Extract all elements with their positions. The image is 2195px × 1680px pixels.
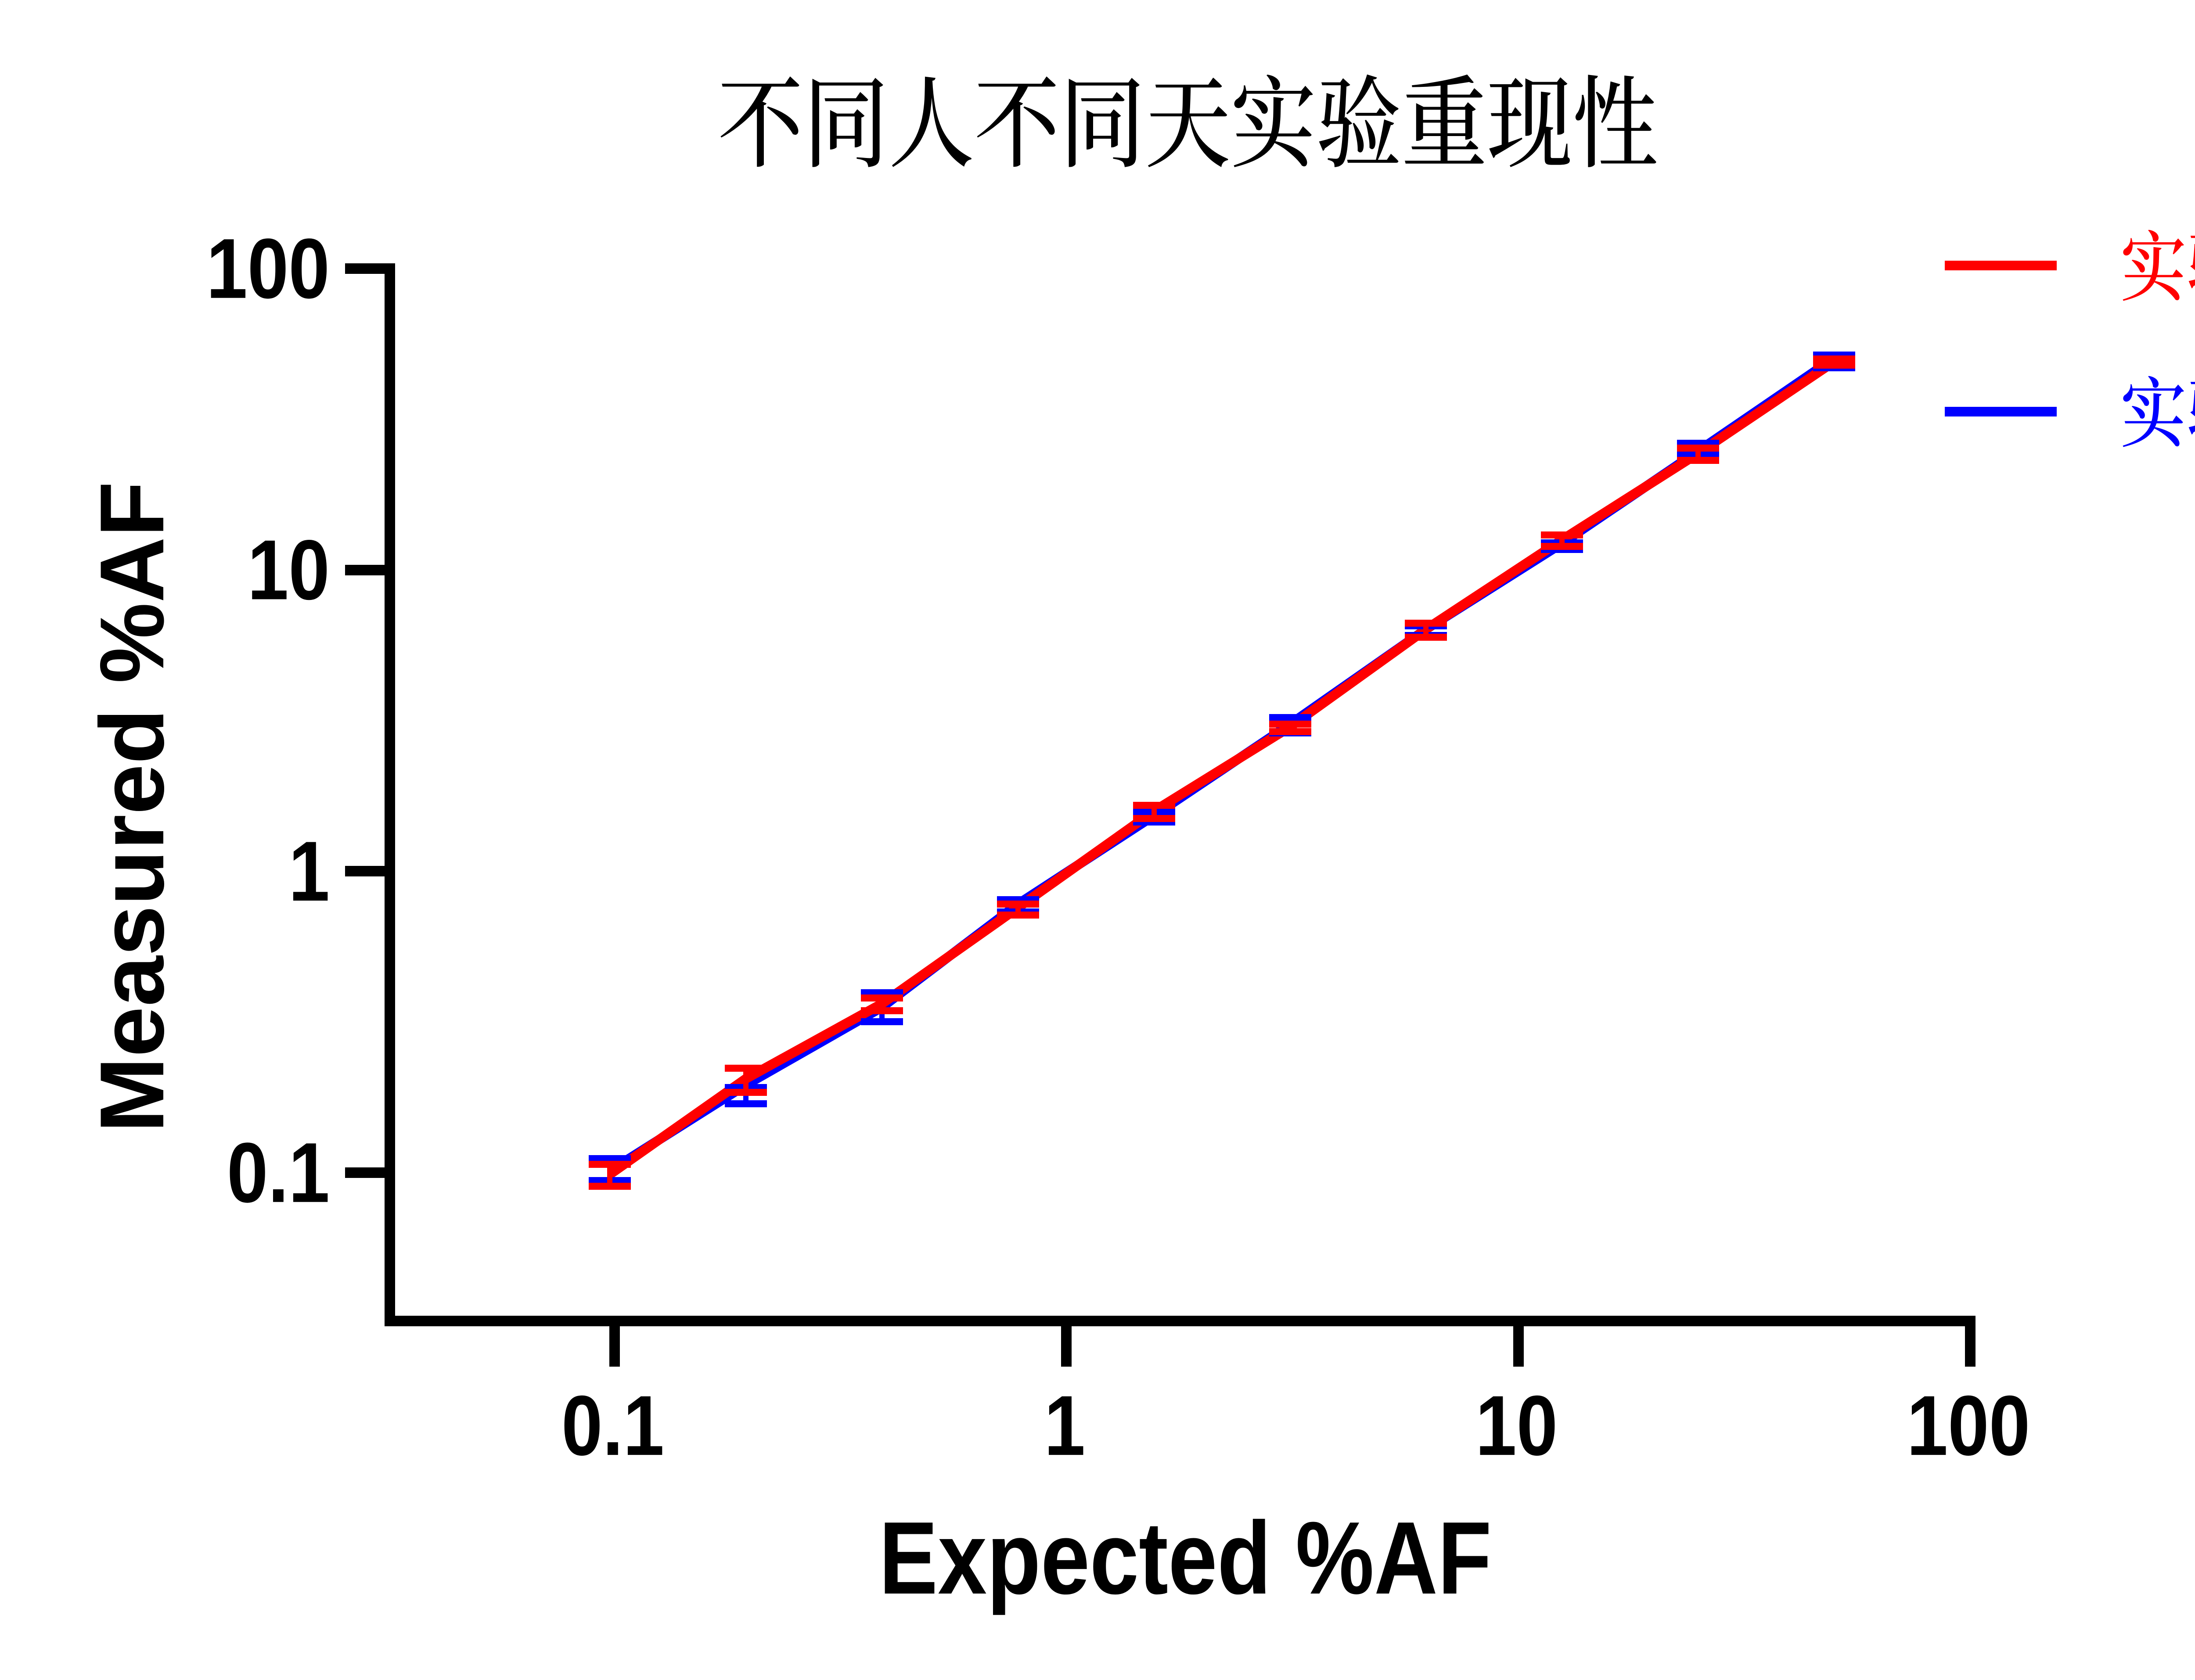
svg-text:100: 100	[206, 222, 330, 316]
svg-text:1: 1	[288, 824, 330, 919]
svg-text:Measured %AF: Measured %AF	[81, 481, 183, 1133]
svg-text:100: 100	[1907, 1378, 2030, 1473]
svg-text:10: 10	[248, 523, 330, 617]
svg-text:0.1: 0.1	[227, 1126, 330, 1221]
svg-text:0.1: 0.1	[561, 1378, 664, 1473]
svg-text:Expected %AF: Expected %AF	[879, 1501, 1492, 1615]
svg-text:10: 10	[1475, 1378, 1558, 1473]
svg-text:1: 1	[1044, 1378, 1085, 1473]
